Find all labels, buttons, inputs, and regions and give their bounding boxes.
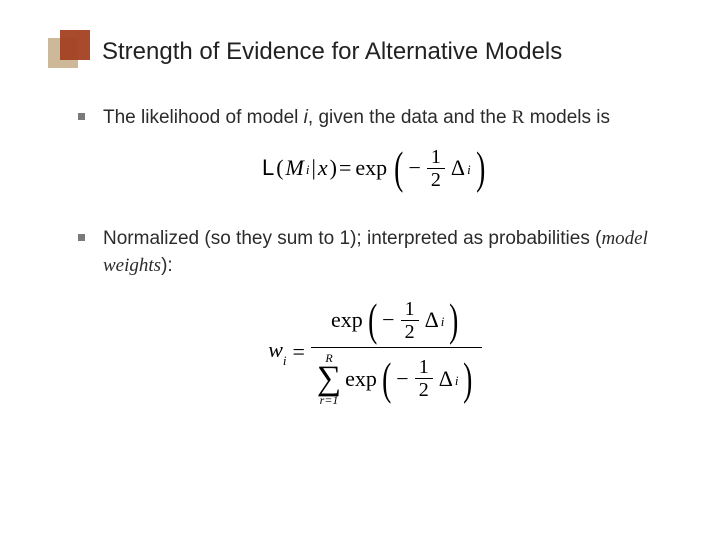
big-lparen-den: ( bbox=[382, 358, 391, 399]
bullet-text: The likelihood of model i, given the dat… bbox=[103, 104, 610, 132]
rparen: ) bbox=[330, 155, 337, 181]
big-rparen-num: ) bbox=[449, 299, 458, 340]
delta-num-sub: i bbox=[441, 314, 445, 330]
bullet1-mid: , given the data and the bbox=[308, 107, 512, 128]
bullet-text: Normalized (so they sum to 1); interpret… bbox=[103, 225, 672, 280]
neg-den: − bbox=[396, 366, 408, 392]
exp-den: exp bbox=[345, 366, 377, 392]
func-L: L bbox=[262, 155, 274, 181]
frac-half: 1 2 bbox=[427, 146, 445, 191]
slide: Strength of Evidence for Alternative Mod… bbox=[0, 0, 720, 540]
weights-formula: wi = exp ( − 1 2 Δ i bbox=[78, 296, 672, 409]
bullet-item: Normalized (so they sum to 1); interpret… bbox=[78, 225, 672, 280]
big-rparen-den: ) bbox=[464, 358, 473, 399]
accent-icon bbox=[48, 30, 88, 70]
sum-lower: r=1 bbox=[320, 394, 339, 406]
bullet1-prefix: The likelihood of model bbox=[103, 107, 304, 128]
delta-den-sub: i bbox=[455, 373, 459, 389]
bullet1-var-R: R bbox=[512, 107, 525, 128]
fraction-numerator: exp ( − 1 2 Δ i ) bbox=[325, 296, 468, 345]
arg-M: M bbox=[286, 155, 304, 181]
exp: exp bbox=[355, 155, 387, 181]
slide-title: Strength of Evidence for Alternative Mod… bbox=[102, 32, 562, 67]
title-row: Strength of Evidence for Alternative Mod… bbox=[48, 32, 672, 70]
big-rparen: ) bbox=[476, 147, 485, 188]
arg-M-sub: i bbox=[306, 162, 310, 178]
half-den-frac: 1 2 bbox=[415, 356, 433, 401]
half-num: 1 bbox=[427, 146, 445, 168]
neg-num: − bbox=[382, 307, 394, 333]
weights-fraction: exp ( − 1 2 Δ i ) bbox=[311, 296, 482, 409]
delta-num: Δ bbox=[425, 307, 439, 333]
slide-body: The likelihood of model i , given the dat… bbox=[48, 104, 672, 408]
cond-bar: | bbox=[311, 155, 315, 181]
bullet2-prefix: Normalized (so they sum to 1); interpret… bbox=[103, 228, 601, 249]
delta-sub: i bbox=[467, 162, 471, 178]
bullet-square-icon bbox=[78, 234, 85, 241]
arg-x: x bbox=[318, 155, 328, 181]
delta: Δ bbox=[451, 155, 465, 181]
half-num-frac: 1 2 bbox=[401, 298, 419, 343]
half-den: 2 bbox=[427, 169, 445, 191]
fraction-denominator: R ∑ r=1 exp ( − 1 2 Δ i bbox=[311, 350, 482, 409]
bullet-item: The likelihood of model i, given the dat… bbox=[78, 104, 672, 132]
bullet1-suffix: models is bbox=[524, 107, 610, 128]
lparen: ( bbox=[276, 155, 283, 181]
eq: = bbox=[339, 155, 351, 181]
summation: R ∑ r=1 bbox=[317, 352, 341, 407]
exp-num: exp bbox=[331, 307, 363, 333]
likelihood-formula: L ( M i | x ) = exp ( − 1 2 Δ i ) bbox=[78, 146, 672, 191]
big-lparen: ( bbox=[394, 147, 403, 188]
w-sub: i bbox=[283, 353, 287, 368]
eq2: = bbox=[293, 339, 305, 365]
bullet-square-icon bbox=[78, 113, 85, 120]
bullet2-suffix: ): bbox=[161, 255, 173, 276]
big-lparen-num: ( bbox=[368, 299, 377, 340]
sum-sigma: ∑ bbox=[317, 364, 341, 395]
w-symbol: w bbox=[268, 337, 283, 362]
neg-sign: − bbox=[409, 155, 421, 181]
delta-den: Δ bbox=[439, 366, 453, 392]
